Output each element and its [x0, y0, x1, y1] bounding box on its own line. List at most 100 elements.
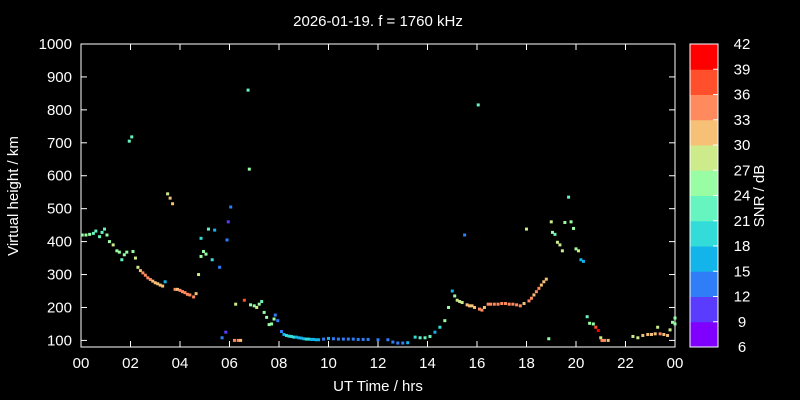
data-point	[443, 319, 447, 323]
data-point	[351, 337, 355, 341]
data-point	[413, 335, 417, 339]
data-point	[141, 271, 145, 275]
data-point	[473, 305, 477, 309]
data-point	[270, 322, 274, 326]
data-point	[673, 316, 677, 320]
data-point	[199, 236, 203, 240]
chart-title: 2026-01-19. f = 1760 kHz	[293, 13, 463, 30]
data-point	[122, 253, 126, 257]
x-tick-label: 12	[370, 355, 387, 372]
x-tick-label: 08	[271, 355, 288, 372]
data-point	[489, 302, 493, 306]
data-point	[249, 303, 253, 307]
data-point	[460, 301, 464, 305]
data-point	[229, 205, 233, 209]
data-point	[166, 192, 170, 196]
colorbar-segment	[690, 246, 718, 272]
data-point	[188, 293, 192, 297]
data-point	[511, 302, 515, 306]
data-point	[585, 315, 589, 319]
data-point	[658, 332, 662, 336]
data-point	[476, 103, 480, 107]
data-point	[307, 337, 311, 341]
data-point	[503, 302, 507, 306]
data-point	[138, 269, 142, 273]
data-point	[569, 220, 573, 224]
data-point	[276, 319, 280, 323]
data-point	[522, 302, 526, 306]
data-point	[401, 341, 405, 345]
data-point	[537, 286, 541, 290]
data-point	[284, 333, 288, 337]
data-point	[560, 249, 564, 253]
data-point	[341, 337, 345, 341]
data-point	[192, 295, 196, 299]
colorbar-tick-label: 18	[734, 238, 751, 255]
data-point	[515, 303, 519, 307]
data-point	[662, 332, 666, 336]
y-tick-label: 600	[47, 168, 72, 185]
data-point	[146, 276, 150, 280]
colorbar-tick-label: 15	[734, 263, 751, 280]
y-tick-label: 300	[47, 267, 72, 284]
data-point	[297, 336, 301, 340]
data-point	[336, 337, 340, 341]
data-point	[555, 240, 559, 244]
colorbar-segment	[690, 44, 718, 70]
data-point	[103, 227, 107, 231]
x-tick-label: 02	[122, 355, 139, 372]
data-point	[492, 302, 496, 306]
data-point	[151, 279, 155, 283]
colorbar-tick-label: 9	[738, 314, 746, 331]
data-point	[631, 334, 635, 338]
data-point	[171, 202, 175, 206]
data-point	[173, 287, 177, 291]
data-point	[356, 337, 360, 341]
colorbar-segment	[690, 119, 718, 146]
data-point	[161, 284, 165, 288]
data-point	[272, 317, 276, 321]
data-point	[588, 321, 592, 325]
data-point	[591, 322, 595, 326]
y-tick-label: 700	[47, 135, 72, 152]
data-point	[194, 292, 198, 296]
data-point	[572, 226, 576, 230]
data-point	[273, 313, 277, 317]
x-tick-label: 14	[419, 355, 436, 372]
data-points	[80, 88, 677, 345]
data-point	[257, 302, 261, 306]
data-point	[267, 323, 271, 327]
data-point	[255, 305, 259, 309]
data-point	[107, 240, 111, 244]
data-point	[549, 220, 553, 224]
data-point	[143, 273, 147, 277]
data-point	[88, 232, 92, 236]
data-point	[418, 336, 422, 340]
data-point	[115, 249, 119, 253]
data-point	[558, 243, 562, 247]
data-point	[391, 340, 395, 344]
data-point	[574, 247, 578, 251]
data-point	[289, 334, 293, 338]
data-point	[279, 330, 283, 334]
data-point	[91, 231, 95, 235]
y-tick-label: 800	[47, 102, 72, 119]
data-point	[433, 330, 437, 334]
data-point	[180, 290, 184, 294]
data-point	[246, 88, 250, 92]
data-point	[547, 337, 551, 341]
colorbar-tick-label: 42	[734, 36, 751, 53]
data-point	[304, 337, 308, 341]
data-point	[550, 230, 554, 234]
data-point	[596, 329, 600, 333]
data-point	[376, 338, 380, 342]
data-point	[636, 336, 640, 340]
data-point	[438, 325, 442, 329]
data-point	[265, 315, 269, 319]
x-tick-label: 00	[73, 355, 90, 372]
data-point	[563, 221, 567, 225]
data-point	[606, 338, 610, 342]
colorbar-label: SNR / dB	[751, 165, 768, 228]
data-point	[567, 195, 571, 199]
